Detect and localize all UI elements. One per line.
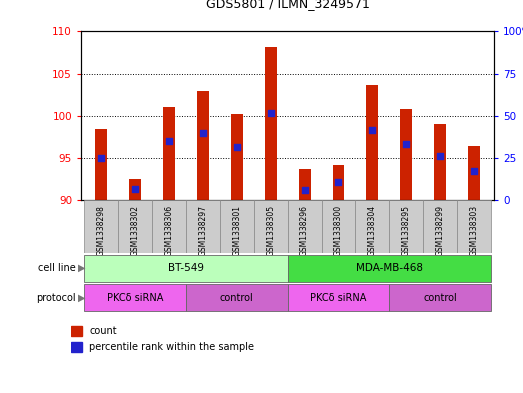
Text: PKCδ siRNA: PKCδ siRNA	[107, 293, 164, 303]
Bar	[299, 169, 311, 200]
FancyBboxPatch shape	[389, 200, 423, 253]
Point	[470, 168, 478, 174]
Bar	[197, 90, 209, 200]
Text: BT-549: BT-549	[168, 263, 204, 273]
Text: GSM1338303: GSM1338303	[470, 205, 479, 256]
Bar	[400, 109, 412, 200]
Point	[402, 141, 411, 147]
Point	[267, 110, 275, 117]
FancyBboxPatch shape	[84, 284, 186, 311]
Point	[97, 155, 106, 161]
FancyBboxPatch shape	[84, 200, 118, 253]
FancyBboxPatch shape	[288, 255, 491, 282]
Text: GSM1338306: GSM1338306	[165, 205, 174, 256]
FancyBboxPatch shape	[220, 200, 254, 253]
Bar	[468, 145, 480, 200]
Bar	[96, 129, 107, 200]
Text: GSM1338299: GSM1338299	[436, 205, 445, 256]
Text: GSM1338300: GSM1338300	[334, 205, 343, 256]
FancyBboxPatch shape	[288, 284, 389, 311]
Point	[233, 144, 241, 151]
FancyBboxPatch shape	[356, 200, 389, 253]
FancyBboxPatch shape	[423, 200, 457, 253]
Text: GSM1338297: GSM1338297	[199, 205, 208, 256]
Text: cell line: cell line	[38, 263, 76, 273]
Bar	[129, 179, 141, 200]
FancyBboxPatch shape	[152, 200, 186, 253]
Bar	[163, 107, 175, 200]
Text: control: control	[423, 293, 457, 303]
Bar	[231, 114, 243, 200]
Text: control: control	[220, 293, 254, 303]
Text: GSM1338296: GSM1338296	[300, 205, 309, 256]
Point	[368, 127, 377, 134]
FancyBboxPatch shape	[186, 284, 288, 311]
FancyBboxPatch shape	[84, 255, 288, 282]
Text: PKCδ siRNA: PKCδ siRNA	[310, 293, 367, 303]
Point	[300, 187, 309, 193]
Text: GSM1338305: GSM1338305	[266, 205, 275, 256]
Text: GSM1338295: GSM1338295	[402, 205, 411, 256]
Point	[436, 153, 444, 160]
Bar	[71, 342, 82, 352]
Bar	[367, 84, 378, 200]
Text: GSM1338302: GSM1338302	[131, 205, 140, 256]
Bar	[434, 124, 446, 200]
FancyBboxPatch shape	[322, 200, 356, 253]
Point	[165, 138, 173, 144]
Text: GDS5801 / ILMN_3249571: GDS5801 / ILMN_3249571	[206, 0, 370, 10]
FancyBboxPatch shape	[457, 200, 491, 253]
FancyBboxPatch shape	[389, 284, 491, 311]
FancyBboxPatch shape	[288, 200, 322, 253]
Text: MDA-MB-468: MDA-MB-468	[356, 263, 423, 273]
Text: GSM1338304: GSM1338304	[368, 205, 377, 256]
Bar	[265, 47, 277, 200]
Text: ▶: ▶	[78, 263, 86, 273]
Text: ▶: ▶	[78, 293, 86, 303]
Text: protocol: protocol	[36, 293, 76, 303]
FancyBboxPatch shape	[186, 200, 220, 253]
FancyBboxPatch shape	[118, 200, 152, 253]
Text: GSM1338298: GSM1338298	[97, 205, 106, 255]
Point	[334, 179, 343, 185]
Point	[199, 130, 207, 136]
Bar	[71, 327, 82, 336]
Point	[131, 186, 140, 193]
Bar	[333, 165, 344, 200]
FancyBboxPatch shape	[254, 200, 288, 253]
Text: GSM1338301: GSM1338301	[232, 205, 241, 256]
Text: percentile rank within the sample: percentile rank within the sample	[89, 342, 254, 353]
Text: count: count	[89, 326, 117, 336]
